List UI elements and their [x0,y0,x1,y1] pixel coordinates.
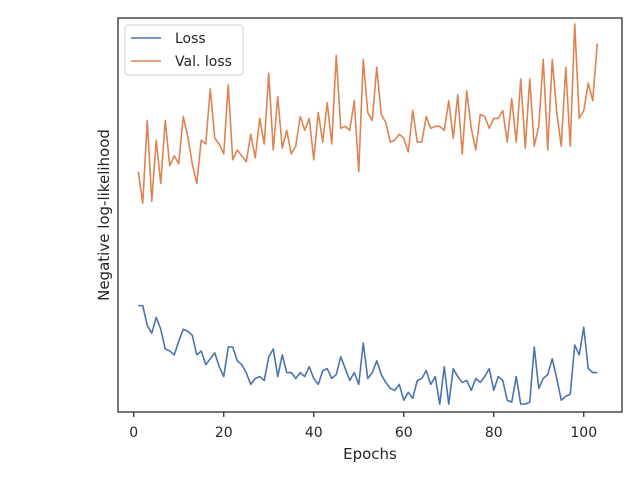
x-tick-label: 40 [305,425,323,441]
axes-frame [117,17,623,413]
x-tick-label: 20 [215,425,233,441]
x-axis-ticks: 0 20 40 60 80 100 [129,412,597,441]
x-tick-label: 60 [395,425,413,441]
y-axis-label: Negative log-likelihood [95,129,113,301]
legend-label-loss: Loss [175,31,206,47]
x-tick-label: 0 [129,425,138,441]
legend-label-val-loss: Val. loss [175,54,232,70]
plot-area [137,23,599,405]
x-tick-label: 100 [570,425,597,441]
legend: Loss Val. loss [124,24,244,76]
x-axis-label: Epochs [343,445,397,463]
x-tick-label: 80 [485,425,503,441]
